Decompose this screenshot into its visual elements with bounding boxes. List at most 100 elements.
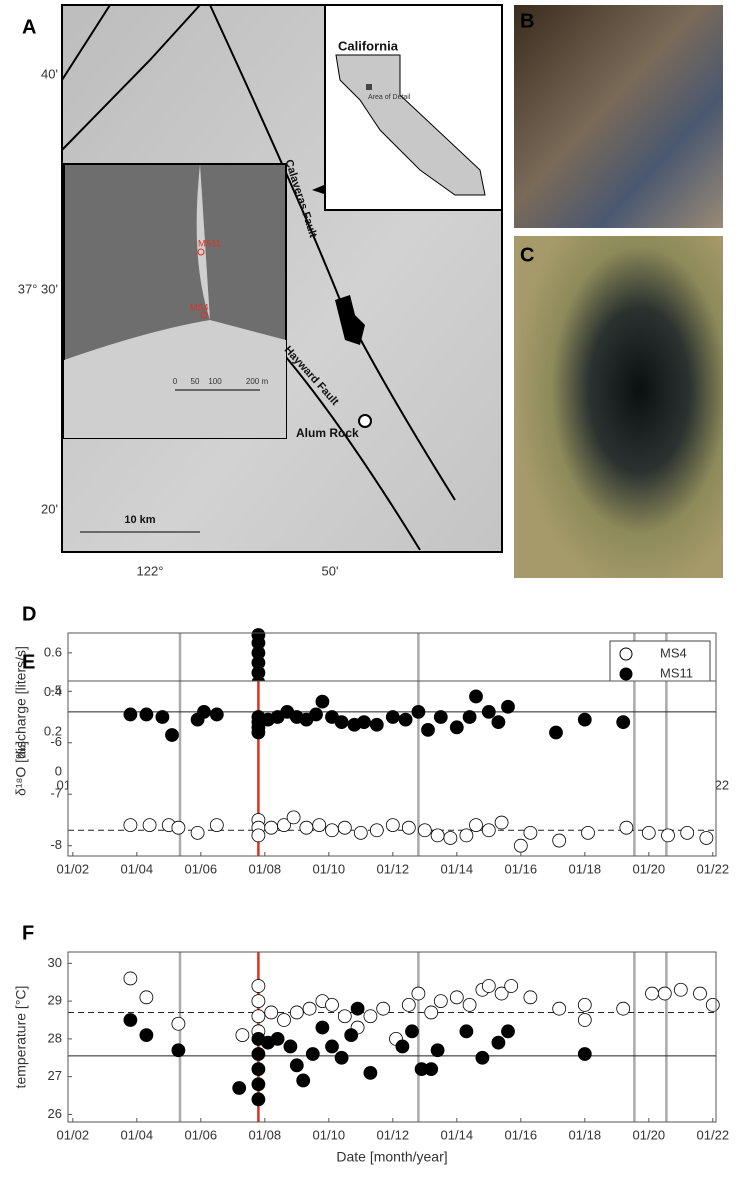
- y-tick-label: -8: [50, 837, 62, 852]
- point: [443, 831, 458, 845]
- point: [334, 715, 349, 730]
- x-tick-label: 01/16: [505, 861, 538, 876]
- x-tick-label: 01/02: [57, 1127, 90, 1142]
- x-tick-label: 01/10: [313, 1127, 346, 1142]
- point: [277, 818, 291, 833]
- point: [289, 1058, 304, 1073]
- point: [286, 810, 301, 825]
- point: [325, 823, 339, 838]
- point: [577, 997, 592, 1012]
- x-tick-label: 01/04: [121, 861, 154, 876]
- well-label: MS11: [198, 238, 221, 248]
- point: [289, 1005, 304, 1020]
- state-outline: [335, 54, 486, 196]
- x-tick-label: 01/06: [185, 861, 218, 876]
- point: [645, 986, 659, 1001]
- x-tick-label: 01/08: [249, 1127, 282, 1142]
- point: [251, 828, 266, 843]
- point: [577, 1047, 592, 1061]
- x-tick-label: 01/22: [697, 861, 730, 876]
- point: [363, 1065, 378, 1080]
- point: [401, 820, 416, 835]
- point: [673, 982, 688, 997]
- point: [357, 715, 371, 730]
- site-label: Alum Rock: [296, 426, 359, 440]
- point: [264, 1005, 279, 1020]
- point: [385, 818, 400, 833]
- legend-label: MS4: [660, 645, 687, 660]
- inset-note: Area of Detail: [368, 94, 411, 101]
- legend-marker: [619, 667, 633, 681]
- point: [283, 1039, 298, 1054]
- scale-label: 50: [191, 377, 200, 386]
- point: [405, 1024, 419, 1039]
- well-marker: [197, 248, 205, 256]
- y-tick-label: 0.2: [44, 724, 62, 739]
- point: [235, 1028, 250, 1043]
- y-axis-label: δ¹⁸O [‰]: [13, 741, 29, 796]
- point: [325, 1039, 339, 1054]
- point: [699, 831, 714, 845]
- x-tick-label: 01/12: [377, 861, 410, 876]
- point: [353, 825, 368, 840]
- y-axis-label: temperature [°C]: [13, 986, 29, 1089]
- point: [171, 820, 186, 835]
- point: [171, 1016, 186, 1031]
- point: [251, 1077, 266, 1092]
- point: [661, 828, 675, 843]
- point: [581, 825, 595, 840]
- point: [139, 707, 154, 722]
- point: [299, 820, 314, 835]
- point: [523, 825, 538, 840]
- point: [251, 1009, 266, 1024]
- y-tick-label: 27: [48, 1068, 62, 1083]
- point: [693, 986, 707, 1001]
- point: [462, 997, 477, 1012]
- inset-title: California: [338, 38, 399, 53]
- site-marker: [358, 414, 372, 428]
- x-tick-label: 01/08: [249, 861, 282, 876]
- point: [344, 1028, 359, 1043]
- point: [549, 725, 563, 740]
- point: [459, 828, 474, 843]
- point: [334, 1050, 349, 1065]
- point: [251, 1062, 266, 1077]
- point: [552, 833, 567, 848]
- y-tick-label: 30: [48, 955, 62, 970]
- lat-label: 20': [41, 501, 58, 516]
- point: [619, 820, 634, 835]
- point: [494, 986, 509, 1001]
- well-marker: [200, 311, 208, 319]
- x-tick-label: 01/16: [505, 1127, 538, 1142]
- plot-frame: [67, 680, 717, 857]
- point: [481, 823, 496, 838]
- lon-label: 122°: [137, 563, 164, 578]
- point: [577, 1013, 592, 1027]
- panel-label: C: [520, 244, 534, 266]
- point: [459, 1024, 474, 1039]
- point: [680, 825, 695, 840]
- point: [411, 704, 426, 719]
- y-axis-label: discharge [liters/s]: [13, 646, 29, 759]
- point: [232, 1081, 247, 1095]
- y-tick-label: -7: [50, 786, 62, 801]
- point: [197, 704, 211, 719]
- point: [209, 818, 224, 833]
- point: [494, 815, 509, 830]
- point: [369, 823, 384, 838]
- point: [513, 838, 528, 853]
- point: [705, 997, 720, 1012]
- x-tick-label: 01/06: [185, 1127, 218, 1142]
- point: [424, 1062, 439, 1077]
- point: [251, 979, 266, 993]
- point: [325, 997, 339, 1012]
- x-tick-label: 01/18: [569, 1127, 602, 1142]
- point: [616, 715, 631, 730]
- panel-label: B: [520, 10, 534, 32]
- y-tick-label: 0.6: [44, 644, 62, 659]
- point: [296, 1073, 311, 1088]
- point: [481, 979, 496, 993]
- point: [337, 820, 352, 835]
- y-tick-label: 29: [48, 993, 62, 1008]
- point: [398, 712, 413, 727]
